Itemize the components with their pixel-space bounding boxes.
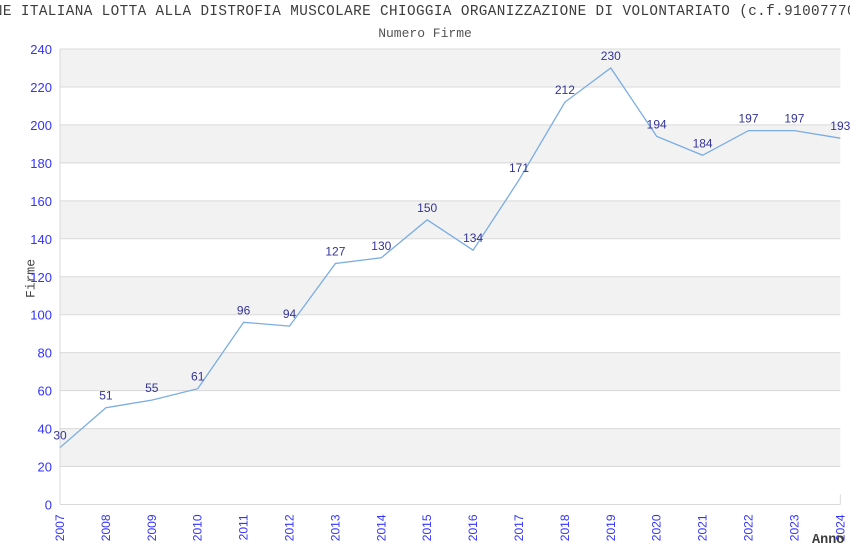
- svg-text:184: 184: [693, 136, 713, 150]
- svg-text:2019: 2019: [604, 514, 618, 541]
- svg-text:130: 130: [371, 239, 391, 253]
- svg-text:94: 94: [283, 307, 297, 321]
- svg-text:171: 171: [509, 161, 529, 175]
- svg-text:2007: 2007: [53, 514, 67, 541]
- svg-text:220: 220: [30, 80, 52, 95]
- svg-text:2018: 2018: [558, 514, 572, 541]
- svg-text:2011: 2011: [237, 514, 251, 540]
- svg-text:2008: 2008: [99, 514, 113, 541]
- svg-text:230: 230: [601, 49, 621, 63]
- svg-text:140: 140: [30, 232, 52, 247]
- svg-text:2022: 2022: [742, 514, 756, 541]
- svg-text:2012: 2012: [283, 514, 297, 541]
- svg-text:60: 60: [38, 384, 52, 399]
- svg-text:212: 212: [555, 83, 575, 97]
- svg-text:127: 127: [325, 244, 345, 258]
- svg-text:180: 180: [30, 156, 52, 171]
- svg-text:30: 30: [53, 429, 67, 443]
- svg-text:0: 0: [45, 498, 52, 513]
- svg-text:2010: 2010: [191, 514, 205, 541]
- svg-text:197: 197: [784, 112, 804, 126]
- svg-text:100: 100: [30, 308, 52, 323]
- svg-text:2009: 2009: [145, 514, 159, 541]
- svg-text:96: 96: [237, 303, 251, 317]
- svg-text:51: 51: [99, 389, 113, 403]
- svg-text:197: 197: [738, 112, 758, 126]
- svg-text:194: 194: [647, 117, 667, 131]
- svg-text:2021: 2021: [696, 514, 710, 541]
- svg-text:55: 55: [145, 381, 159, 395]
- svg-text:80: 80: [38, 346, 52, 361]
- svg-text:2016: 2016: [466, 514, 480, 541]
- svg-text:160: 160: [30, 194, 52, 209]
- svg-text:2023: 2023: [787, 514, 801, 541]
- svg-text:40: 40: [38, 422, 52, 437]
- svg-text:2020: 2020: [650, 514, 664, 541]
- svg-text:20: 20: [38, 460, 52, 475]
- svg-text:120: 120: [30, 270, 52, 285]
- svg-text:2014: 2014: [374, 514, 388, 541]
- svg-text:193: 193: [830, 119, 850, 133]
- svg-text:2015: 2015: [420, 514, 434, 541]
- svg-text:150: 150: [417, 201, 437, 215]
- svg-text:61: 61: [191, 370, 205, 384]
- svg-text:2013: 2013: [328, 514, 342, 541]
- svg-text:240: 240: [30, 42, 52, 57]
- svg-text:134: 134: [463, 231, 483, 245]
- svg-text:Anno: Anno: [812, 533, 844, 548]
- svg-text:2017: 2017: [512, 514, 526, 541]
- svg-text:200: 200: [30, 118, 52, 133]
